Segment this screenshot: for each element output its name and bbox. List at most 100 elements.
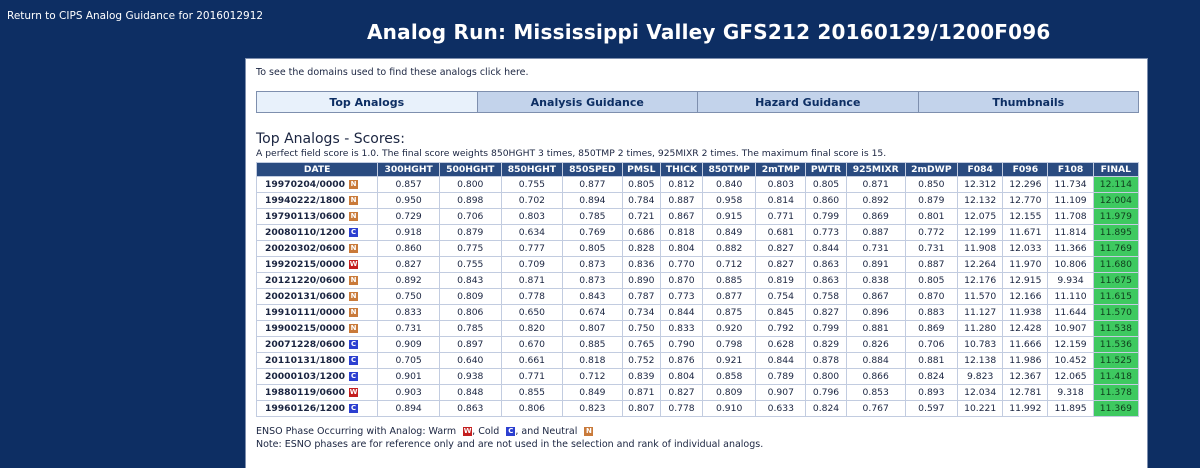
score-cell: 0.800: [438, 176, 502, 193]
tab-analysis-guidance[interactable]: Analysis Guidance: [476, 91, 698, 113]
table-row: 19910111/0000 N 0.833 0.806 0.650 0.674 0.734 0…: [255, 304, 1140, 321]
analog-date[interactable]: 20000103/1200: [265, 371, 346, 382]
enso-badge: W: [349, 260, 359, 269]
analog-date[interactable]: 19880119/0600: [265, 387, 346, 398]
score-cell: 0.787: [621, 288, 662, 305]
score-cell: 0.877: [701, 288, 757, 305]
score-cell: 0.812: [660, 176, 703, 193]
score-cell: 0.674: [562, 304, 623, 321]
score-cell: 0.839: [621, 368, 662, 385]
enso-badge: N: [349, 292, 359, 301]
table-row: 19940222/1800 N 0.950 0.898 0.702 0.894 0.784 0…: [255, 192, 1140, 209]
score-cell: 0.721: [621, 208, 662, 225]
analog-date[interactable]: 20110131/1800: [265, 355, 346, 366]
analog-date-cell[interactable]: 20110131/1800 C: [255, 352, 379, 369]
analog-date[interactable]: 19940222/1800: [265, 195, 346, 206]
analog-date-cell[interactable]: 20121220/0600 N: [255, 272, 379, 289]
domains-link[interactable]: To see the domains used to find these an…: [256, 67, 529, 78]
score-cell: 0.901: [377, 368, 440, 385]
score-cell: 0.750: [377, 288, 440, 305]
analog-date[interactable]: 19970204/0000: [265, 179, 346, 190]
analog-date-cell[interactable]: 20020131/0600 N: [255, 288, 379, 305]
enso-badge: N: [349, 212, 359, 221]
score-cell: 0.796: [805, 384, 847, 401]
score-cell: 0.869: [845, 208, 906, 225]
final-score-cell: 11.570: [1092, 304, 1140, 321]
back-link[interactable]: Return to CIPS Analog Guidance for 20160…: [7, 10, 264, 22]
score-cell: 0.938: [438, 368, 502, 385]
analog-date-cell[interactable]: 20020302/0600 N: [255, 240, 379, 257]
enso-badge: N: [349, 196, 359, 205]
analog-date[interactable]: 20020302/0600: [265, 243, 346, 254]
analog-date[interactable]: 19790113/0600: [265, 211, 346, 222]
score-cell: 0.860: [377, 240, 440, 257]
score-cell: 0.789: [755, 368, 807, 385]
analog-date-cell[interactable]: 19900215/0000 N: [255, 320, 379, 337]
score-cell: 11.671: [1002, 224, 1049, 241]
score-cell: 0.755: [500, 176, 564, 193]
score-cell: 0.818: [562, 352, 623, 369]
score-cell: 0.597: [904, 400, 959, 417]
score-cell: 12.770: [1002, 192, 1049, 209]
score-cell: 0.681: [755, 224, 807, 241]
score-cell: 11.109: [1047, 192, 1094, 209]
column-header: 850SPED: [562, 162, 623, 177]
score-cell: 0.867: [845, 288, 906, 305]
final-score-cell: 11.680: [1092, 256, 1140, 273]
analog-date[interactable]: 20121220/0600: [265, 275, 346, 286]
score-cell: 0.769: [562, 224, 623, 241]
tab-thumbnails[interactable]: Thumbnails: [917, 91, 1139, 113]
analog-date-cell[interactable]: 19960126/1200 C: [255, 400, 379, 417]
analog-date-cell[interactable]: 19880119/0600 W: [255, 384, 379, 401]
analog-date-cell[interactable]: 20000103/1200 C: [255, 368, 379, 385]
analog-date-cell[interactable]: 19790113/0600 N: [255, 208, 379, 225]
analog-date[interactable]: 20020131/0600: [265, 291, 346, 302]
analog-date[interactable]: 19910111/0000: [265, 307, 346, 318]
score-cell: 12.312: [957, 176, 1004, 193]
score-cell: 0.858: [701, 368, 757, 385]
score-cell: 0.712: [562, 368, 623, 385]
score-cell: 0.818: [660, 224, 703, 241]
analog-date-cell[interactable]: 20080110/1200 C: [255, 224, 379, 241]
score-cell: 0.848: [438, 384, 502, 401]
final-score-cell: 11.675: [1092, 272, 1140, 289]
tab-hazard-guidance[interactable]: Hazard Guidance: [697, 91, 919, 113]
score-cell: 0.887: [660, 192, 703, 209]
analog-date-cell[interactable]: 19910111/0000 N: [255, 304, 379, 321]
analog-date-cell[interactable]: 19940222/1800 N: [255, 192, 379, 209]
enso-badge: C: [349, 356, 359, 365]
score-cell: 0.866: [845, 368, 906, 385]
score-note: A perfect field score is 1.0. The final …: [256, 148, 887, 159]
score-cell: 12.915: [1002, 272, 1049, 289]
score-cell: 0.806: [438, 304, 502, 321]
score-cell: 0.843: [438, 272, 502, 289]
analog-date[interactable]: 19900215/0000: [265, 323, 346, 334]
page-title: Analog Run: Mississippi Valley GFS212 20…: [367, 20, 1051, 44]
score-cell: 0.840: [701, 176, 757, 193]
analog-date[interactable]: 19920215/0000: [265, 259, 346, 270]
analog-date-cell[interactable]: 19920215/0000 W: [255, 256, 379, 273]
score-cell: 0.873: [562, 272, 623, 289]
analog-date-cell[interactable]: 19970204/0000 N: [255, 176, 379, 193]
table-row: 19920215/0000 W 0.827 0.755 0.709 0.873 0.836 0…: [255, 256, 1140, 273]
score-cell: 0.870: [660, 272, 703, 289]
score-cell: 9.823: [957, 368, 1004, 385]
score-cell: 0.843: [562, 288, 623, 305]
score-cell: 0.896: [845, 304, 906, 321]
score-cell: 10.806: [1047, 256, 1094, 273]
score-cell: 0.850: [904, 176, 959, 193]
column-header: F096: [1002, 162, 1049, 177]
enso-badge: C: [349, 228, 359, 237]
analog-date[interactable]: 19960126/1200: [265, 403, 346, 414]
score-cell: 0.712: [701, 256, 757, 273]
score-cell: 0.750: [621, 320, 662, 337]
score-cell: 0.752: [621, 352, 662, 369]
tab-top-analogs[interactable]: Top Analogs: [256, 91, 478, 113]
enso-legend-line: ENSO Phase Occurring with Analog: Warm W…: [256, 425, 763, 438]
analog-date-cell[interactable]: 20071228/0600 C: [255, 336, 379, 353]
score-cell: 0.805: [621, 176, 662, 193]
analog-date[interactable]: 20071228/0600: [265, 339, 346, 350]
score-cell: 0.879: [438, 224, 502, 241]
table-header-row: DATE 300HGHT 500HGHT 850HGHT 850SPED PMSL THIC…: [255, 162, 1140, 177]
analog-date[interactable]: 20080110/1200: [265, 227, 346, 238]
